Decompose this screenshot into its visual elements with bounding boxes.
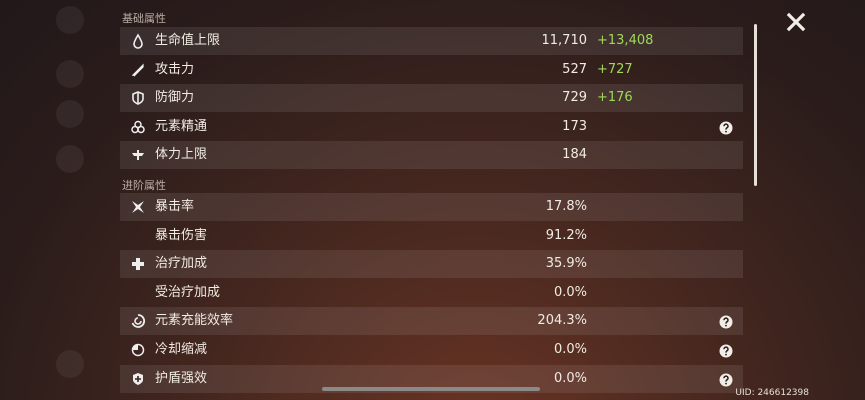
stat-value: 91.2% bbox=[545, 227, 587, 243]
uid: UID: 246612398 bbox=[735, 388, 809, 398]
stat-value: 0.0% bbox=[553, 342, 587, 357]
sidebar bbox=[40, 0, 100, 400]
stat-label: 元素充能效率 bbox=[155, 313, 234, 329]
stat-value: 527 bbox=[562, 61, 587, 77]
stat-icon bbox=[130, 256, 146, 272]
section-title: 基础属性 bbox=[122, 12, 166, 25]
side-icon bbox=[56, 350, 84, 378]
stat-bonus: +13,408 bbox=[597, 33, 654, 48]
stat-value: 184 bbox=[562, 147, 587, 163]
home-indicator bbox=[322, 387, 540, 391]
section-title: 进阶属性 bbox=[122, 179, 166, 192]
stat-row: 体力上限 184 bbox=[120, 141, 743, 170]
stat-label: 元素精通 bbox=[155, 118, 208, 134]
stat-value: 35.9% bbox=[545, 256, 587, 272]
stat-label: 治疗加成 bbox=[155, 256, 208, 272]
stat-row: 受治疗加成 0.0% bbox=[120, 279, 743, 307]
stat-icon bbox=[130, 33, 146, 49]
help-icon[interactable] bbox=[719, 314, 733, 329]
help-icon[interactable] bbox=[719, 372, 733, 387]
stat-label: 受治疗加成 bbox=[155, 284, 221, 300]
stat-bonus: +727 bbox=[597, 61, 633, 77]
stat-row: 治疗加成 35.9% bbox=[120, 250, 743, 279]
close-button[interactable] bbox=[786, 12, 806, 32]
stat-label: 防御力 bbox=[155, 90, 195, 106]
help-icon[interactable] bbox=[719, 120, 733, 135]
stat-icon bbox=[130, 313, 146, 329]
stat-row: 元素精通 173 bbox=[120, 113, 743, 141]
stat-row: 元素充能效率 204.3% bbox=[120, 307, 743, 336]
stat-label: 体力上限 bbox=[155, 147, 208, 163]
stat-value: 17.8% bbox=[545, 199, 587, 214]
stat-label: 护盾强效 bbox=[155, 370, 208, 386]
stat-icon bbox=[130, 90, 146, 106]
side-icon bbox=[56, 6, 84, 34]
stat-icon bbox=[130, 371, 146, 387]
stat-bonus: +176 bbox=[597, 90, 633, 106]
stat-row: 暴击率 17.8% bbox=[120, 193, 743, 221]
stat-icon bbox=[130, 342, 146, 358]
stat-row: 防御力 729 +176 bbox=[120, 84, 743, 113]
stat-label: 冷却缩减 bbox=[155, 342, 208, 357]
stat-value: 0.0% bbox=[553, 284, 587, 300]
stat-label: 暴击伤害 bbox=[155, 227, 208, 243]
stat-row: 攻击力 527 +727 bbox=[120, 56, 743, 84]
stat-icon bbox=[130, 119, 146, 135]
stat-row: 暴击伤害 91.2% bbox=[120, 222, 743, 250]
stat-value: 729 bbox=[562, 90, 587, 106]
side-icon bbox=[56, 100, 84, 128]
scrollbar bbox=[754, 24, 757, 186]
stat-value: 11,710 bbox=[541, 33, 588, 48]
stat-icon bbox=[130, 147, 146, 163]
stat-row: 生命值上限 11,710 +13,408 bbox=[120, 27, 743, 55]
stat-value: 173 bbox=[562, 118, 587, 134]
stat-icon bbox=[130, 62, 146, 78]
stat-icon bbox=[130, 199, 146, 215]
help-icon[interactable] bbox=[719, 343, 733, 358]
stat-label: 暴击率 bbox=[155, 199, 195, 214]
side-icon bbox=[56, 60, 84, 88]
stat-row: 冷却缩减 0.0% bbox=[120, 336, 743, 364]
side-icon bbox=[56, 145, 84, 173]
stat-label: 攻击力 bbox=[155, 61, 195, 77]
stat-value: 0.0% bbox=[553, 370, 587, 386]
stat-label: 生命值上限 bbox=[155, 33, 221, 48]
stat-value: 204.3% bbox=[537, 313, 587, 329]
